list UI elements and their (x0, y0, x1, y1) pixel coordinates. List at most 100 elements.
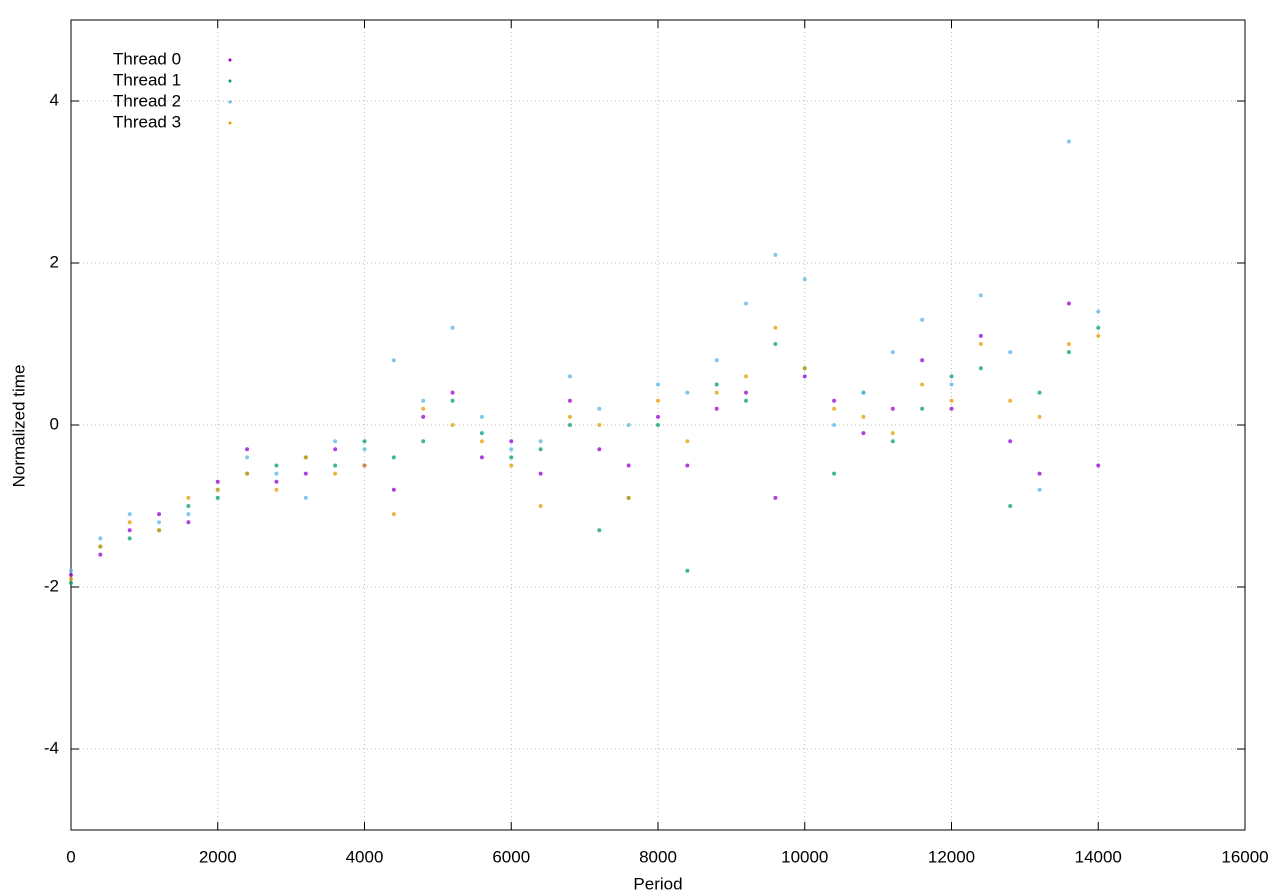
data-point (479, 455, 484, 460)
data-point (890, 350, 895, 355)
data-point (802, 374, 807, 379)
data-point (920, 406, 925, 411)
data-point (744, 398, 749, 403)
data-point (920, 358, 925, 363)
data-point (333, 463, 338, 468)
x-axis-label: Period (633, 874, 682, 893)
y-axis-label: Normalized time (9, 365, 28, 488)
data-point (949, 382, 954, 387)
y-tick-label: -4 (44, 738, 59, 757)
data-point (421, 414, 426, 419)
data-point (1037, 487, 1042, 492)
data-point (333, 439, 338, 444)
data-point (626, 495, 631, 500)
data-point (773, 342, 778, 346)
data-point (802, 277, 807, 282)
data-point (450, 325, 455, 330)
data-point (978, 293, 983, 298)
data-point (567, 374, 572, 379)
x-tick-label: 8000 (639, 847, 677, 866)
data-point (421, 439, 426, 444)
data-point (949, 374, 954, 379)
data-point (333, 447, 338, 452)
data-point (920, 382, 925, 387)
data-point (421, 406, 426, 411)
data-point (157, 528, 162, 533)
data-point (1066, 342, 1071, 346)
data-point (890, 406, 895, 411)
data-point (274, 487, 279, 492)
data-point (656, 414, 660, 419)
data-point (186, 495, 191, 500)
data-point (69, 580, 73, 585)
data-point (832, 423, 837, 427)
data-point (1008, 398, 1013, 403)
data-point (274, 479, 279, 484)
legend-label: Thread 1 (113, 70, 181, 89)
data-point (949, 406, 954, 411)
data-point (1008, 439, 1013, 444)
data-point (127, 528, 132, 533)
data-point (333, 471, 338, 476)
data-point (567, 414, 572, 419)
y-tick-label: 4 (50, 90, 59, 109)
x-tick-label: 16000 (1221, 847, 1268, 866)
data-point (714, 358, 719, 363)
data-point (69, 572, 73, 577)
data-point (773, 252, 778, 257)
data-point (127, 512, 132, 517)
data-point (98, 544, 103, 549)
data-point (509, 447, 514, 452)
data-point (215, 479, 220, 484)
legend-marker (228, 58, 232, 62)
data-point (479, 431, 484, 436)
data-point (685, 463, 690, 468)
data-point (157, 520, 162, 525)
data-point (685, 439, 690, 444)
data-point (832, 471, 837, 476)
legend-marker (228, 79, 232, 83)
data-point (245, 455, 250, 460)
data-point (215, 487, 220, 492)
data-point (861, 390, 866, 395)
data-point (362, 439, 367, 444)
data-point (391, 512, 396, 517)
data-point (597, 423, 602, 427)
data-point (1066, 350, 1071, 355)
data-point (597, 447, 602, 452)
x-tick-label: 0 (66, 847, 75, 866)
data-point (391, 487, 396, 492)
data-point (626, 423, 631, 427)
data-point (362, 447, 367, 452)
legend-label: Thread 3 (113, 112, 181, 131)
data-point (1066, 301, 1071, 306)
data-point (744, 374, 749, 379)
data-point (773, 495, 778, 500)
y-tick-label: -2 (44, 576, 59, 595)
data-point (538, 471, 543, 476)
data-point (861, 414, 866, 419)
data-point (567, 398, 572, 403)
data-point (714, 390, 719, 395)
legend-label: Thread 2 (113, 91, 181, 110)
x-tick-label: 14000 (1075, 847, 1122, 866)
data-point (920, 317, 925, 322)
data-point (186, 520, 191, 525)
data-point (685, 568, 690, 573)
data-point (362, 463, 367, 468)
data-point (215, 495, 220, 500)
data-point (949, 398, 954, 403)
data-point (656, 423, 660, 427)
data-point (509, 463, 514, 468)
data-point (656, 398, 660, 403)
data-point (861, 431, 866, 436)
data-point (832, 406, 837, 411)
data-point (802, 366, 807, 371)
data-point (538, 447, 543, 452)
data-point (509, 439, 514, 444)
data-point (303, 455, 308, 460)
data-point (1066, 139, 1071, 144)
data-point (157, 512, 162, 517)
